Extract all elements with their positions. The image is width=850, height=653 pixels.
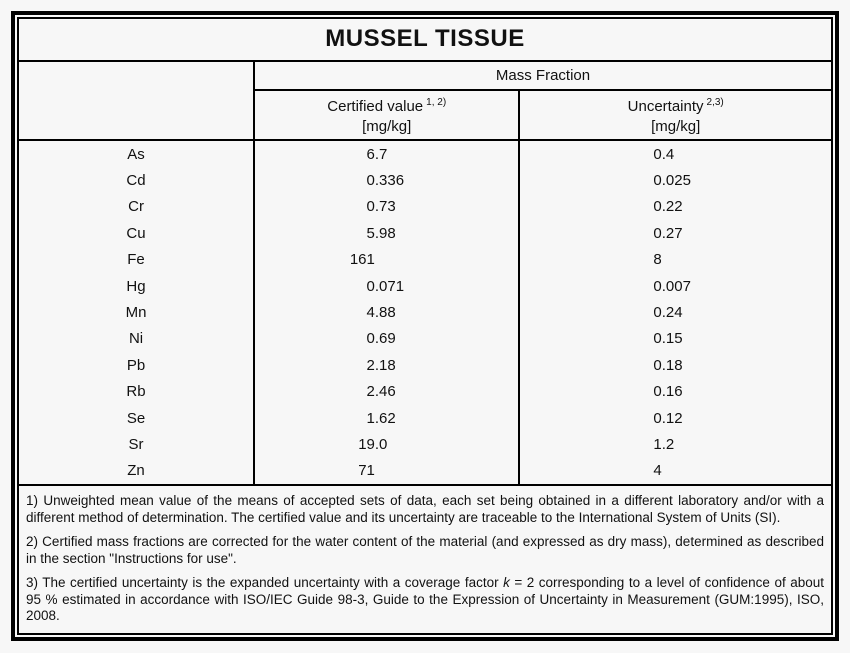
element-symbol: Fe xyxy=(127,251,145,269)
element-symbol: Rb xyxy=(126,383,146,401)
table-row: Se 1.62 0.12 xyxy=(18,404,832,432)
certified-value: 0.336 xyxy=(253,167,520,194)
uncertainty-value: 0.12 xyxy=(518,404,832,432)
footnote-3: 3) The certified uncertainty is the expa… xyxy=(26,575,824,625)
uncertainty-unit: [mg/kg] xyxy=(651,117,701,135)
certified-value: 6.7 xyxy=(253,138,520,168)
uncertainty-value: 0.18 xyxy=(518,352,832,379)
certified-value: 19.0 xyxy=(253,431,520,458)
table-row: Sr 19.0 1.2 xyxy=(18,431,832,458)
uncertainty-value: 8 xyxy=(518,246,832,273)
element-symbol: Se xyxy=(126,409,146,427)
footnotes-row: 1) Unweighted mean value of the means of… xyxy=(18,484,832,634)
title-row: MUSSEL TISSUE xyxy=(18,18,832,61)
certified-value: 2.18 xyxy=(253,352,520,379)
certified-value-header: Certified value 1, 2) [mg/kg] xyxy=(253,89,520,140)
element-symbol: Cu xyxy=(126,224,146,242)
page-title: MUSSEL TISSUE xyxy=(325,25,525,53)
uncertainty-label: Uncertainty xyxy=(627,97,704,115)
footnotes-section: 1) Unweighted mean value of the means of… xyxy=(18,484,832,634)
element-symbol: As xyxy=(18,138,255,168)
table-row: Cu 5.98 0.27 xyxy=(18,220,832,247)
element-symbol: Sr xyxy=(128,436,144,454)
uncertainty-value: 0.007 xyxy=(518,272,832,300)
element-symbol: Mn xyxy=(125,304,147,322)
uncertainty-header: Uncertainty 2,3) [mg/kg] xyxy=(518,89,832,140)
element-symbol: Ni xyxy=(128,330,144,348)
subheader-row: Certified value 1, 2) [mg/kg] Uncertainty… xyxy=(18,89,832,140)
certified-value: 5.98 xyxy=(253,220,520,247)
table-row: Fe 161 8 xyxy=(18,246,832,273)
uncertainty-value: 0.27 xyxy=(518,220,832,247)
footnote-3-pre: 3) The certified uncertainty is the expa… xyxy=(26,575,504,591)
document-frame: MUSSEL TISSUE Mass Fraction Certified va… xyxy=(11,11,839,641)
footnote-3-post: = 2 corresponding to a level of confiden… xyxy=(26,575,824,624)
certified-value-footnote-ref: 1, 2) xyxy=(426,96,447,108)
coverage-factor-k: k xyxy=(503,575,510,591)
table-row: Ni 0.69 0.15 xyxy=(18,325,832,353)
uncertainty-value: 0.22 xyxy=(518,193,832,221)
table-body: As 6.7 0.4 Cd 0.336 0.025 Cr 0.73 0.22 C… xyxy=(18,138,832,486)
table-row: Cr 0.73 0.22 xyxy=(18,193,832,221)
certified-values-table: MUSSEL TISSUE Mass Fraction Certified va… xyxy=(17,17,833,635)
certified-value: 4.88 xyxy=(253,299,520,326)
certified-value: 1.62 xyxy=(253,404,520,432)
footnote-2: 2) Certified mass fractions are correcte… xyxy=(26,534,824,566)
table-row: As 6.7 0.4 xyxy=(18,138,832,168)
element-symbol: Hg xyxy=(126,277,146,295)
certified-value: 2.46 xyxy=(253,378,520,405)
table-row: Mn 4.88 0.24 xyxy=(18,299,832,326)
certified-value: 71 xyxy=(253,457,520,486)
table-row: Rb 2.46 0.16 xyxy=(18,378,832,405)
group-header-row: Mass Fraction xyxy=(18,59,832,140)
uncertainty-footnote-ref: 2,3) xyxy=(706,96,724,108)
uncertainty-value: 1.2 xyxy=(518,431,832,458)
element-column-header-empty xyxy=(18,59,255,140)
certified-value-label: Certified value xyxy=(327,97,424,115)
uncertainty-value: 0.24 xyxy=(518,299,832,326)
element-symbol: Zn xyxy=(127,462,145,480)
certified-value: 0.69 xyxy=(253,325,520,353)
element-symbol: Pb xyxy=(126,356,146,374)
table-row: Cd 0.336 0.025 xyxy=(18,167,832,194)
certified-value: 0.071 xyxy=(253,272,520,300)
table-row: Zn 71 4 xyxy=(18,457,832,486)
uncertainty-value: 4 xyxy=(518,457,832,486)
uncertainty-value: 0.025 xyxy=(518,167,832,194)
element-symbol: Cr xyxy=(128,198,144,216)
table-row: Hg 0.071 0.007 xyxy=(18,272,832,300)
certified-value: 0.73 xyxy=(253,193,520,221)
uncertainty-value: 0.16 xyxy=(518,378,832,405)
certified-value: 161 xyxy=(253,246,520,273)
table-row: Pb 2.18 0.18 xyxy=(18,352,832,379)
uncertainty-value: 0.15 xyxy=(518,325,832,353)
uncertainty-value: 0.4 xyxy=(518,138,832,168)
mass-fraction-header: Mass Fraction xyxy=(253,59,832,91)
certified-value-unit: [mg/kg] xyxy=(362,117,412,135)
element-symbol: Cd xyxy=(126,172,146,189)
footnote-1: 1) Unweighted mean value of the means of… xyxy=(26,493,824,525)
